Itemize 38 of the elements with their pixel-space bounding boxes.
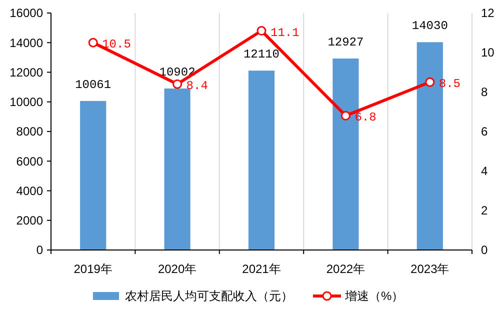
y2-tick-label: 12 xyxy=(481,6,495,20)
x-tick-label: 2023年 xyxy=(410,262,450,276)
data-label: 10061 xyxy=(75,78,112,92)
y-tick-label: 10000 xyxy=(10,95,44,110)
legend-label: 农村居民人均可支配收入（元） xyxy=(125,289,293,304)
x-tick-label: 2022年 xyxy=(326,262,366,276)
bar xyxy=(248,70,275,250)
data-label: 11.1 xyxy=(270,26,300,40)
point xyxy=(88,38,98,48)
legend-label: 增速（%） xyxy=(344,289,404,304)
x-tick-label: 2021年 xyxy=(242,262,281,276)
x-tick-label: 2020年 xyxy=(158,262,197,276)
point xyxy=(340,110,350,120)
y-tick-label: 6000 xyxy=(16,154,44,168)
y2-tick-label: 6 xyxy=(481,124,488,139)
data-label: 12110 xyxy=(243,48,280,62)
point xyxy=(425,77,435,87)
y2-tick-label: 2 xyxy=(481,204,488,218)
bar xyxy=(164,88,190,250)
y-tick-label: 2000 xyxy=(16,214,44,228)
y-tick-label: 4000 xyxy=(16,184,44,198)
y2-tick-label: 10 xyxy=(481,46,495,60)
y-tick-label: 14000 xyxy=(10,36,44,50)
point xyxy=(256,26,266,36)
y-tick-label: 12000 xyxy=(10,65,44,80)
data-label: 12927 xyxy=(328,36,364,50)
bar xyxy=(80,100,106,250)
y-tick-label: 16000 xyxy=(10,6,44,20)
y2-tick-label: 0 xyxy=(481,243,488,258)
point xyxy=(172,79,182,89)
data-label: 10.5 xyxy=(102,38,131,52)
data-label: 8.4 xyxy=(186,79,208,94)
y-tick-label: 8000 xyxy=(16,124,44,139)
y2-tick-label: 4 xyxy=(481,164,488,178)
x-tick-label: 2019年 xyxy=(74,262,112,276)
y-tick-label: 0 xyxy=(36,243,44,258)
y2-tick-label: 8 xyxy=(481,85,488,100)
data-label: 14030 xyxy=(412,19,448,34)
